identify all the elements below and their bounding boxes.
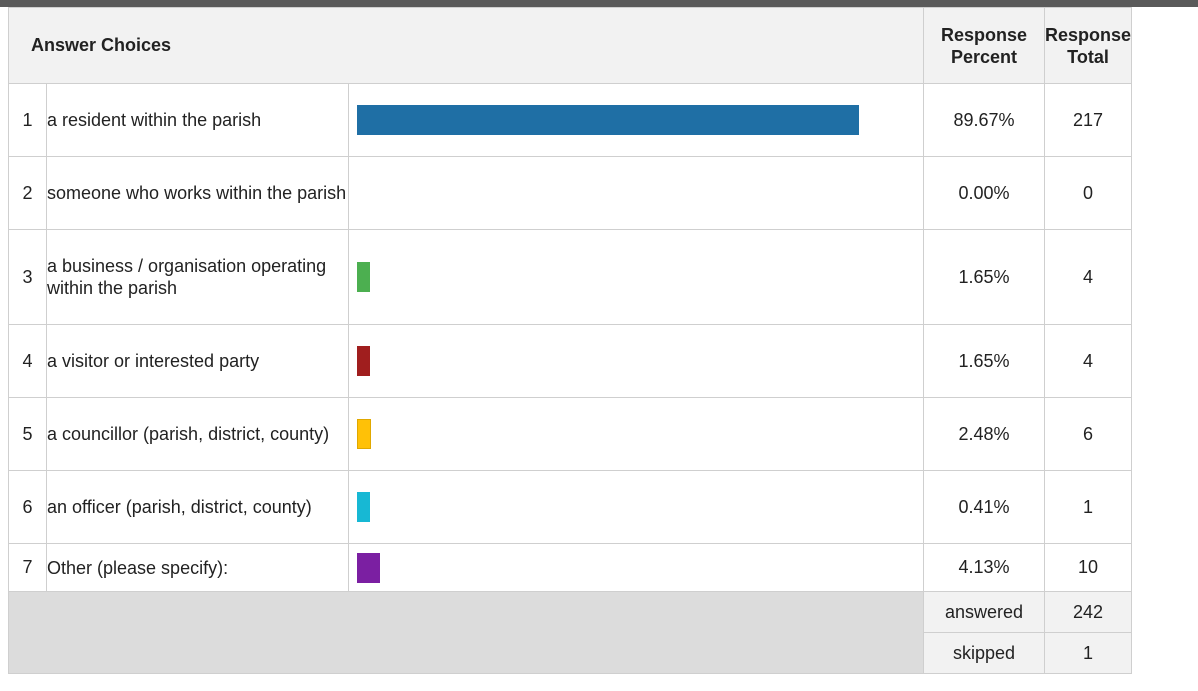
- skipped-row: skipped 1: [9, 632, 1133, 674]
- response-percent: 0.00%: [923, 156, 1045, 230]
- bar: [357, 262, 370, 292]
- response-total: 10: [1043, 543, 1133, 592]
- response-percent-header: Response Percent: [923, 7, 1045, 84]
- answer-choice-label: Other (please specify):: [46, 543, 349, 592]
- bar-cell: [348, 543, 924, 592]
- answered-label: answered: [923, 591, 1045, 633]
- answer-choice-label: someone who works within the parish: [46, 156, 349, 230]
- row-number: 4: [8, 324, 47, 398]
- bar: [357, 105, 859, 135]
- top-border: [0, 0, 1198, 7]
- skipped-value: 1: [1043, 632, 1133, 674]
- bar: [357, 492, 370, 522]
- bar: [357, 346, 370, 376]
- response-percent: 1.65%: [923, 324, 1045, 398]
- bar-cell: [348, 229, 924, 325]
- answer-choice-label: a councillor (parish, district, county): [46, 397, 349, 471]
- bar-cell: [348, 470, 924, 544]
- response-total: 0: [1043, 156, 1133, 230]
- footer-spacer: [8, 591, 924, 674]
- response-percent: 89.67%: [923, 83, 1045, 157]
- table-row: 7 Other (please specify): 4.13% 10: [8, 543, 1133, 592]
- response-total: 217: [1043, 83, 1133, 157]
- response-percent: 2.48%: [923, 397, 1045, 471]
- bar-cell: [348, 156, 924, 230]
- table-row: 6 an officer (parish, district, county) 0.…: [8, 470, 1133, 544]
- response-percent: 4.13%: [923, 543, 1045, 592]
- response-total: 4: [1043, 324, 1133, 398]
- answer-choice-label: an officer (parish, district, county): [46, 470, 349, 544]
- answer-choice-label: a business / organisation operating with…: [46, 229, 349, 325]
- bar-cell: [348, 397, 924, 471]
- skipped-label: skipped: [923, 632, 1045, 674]
- row-number: 2: [8, 156, 47, 230]
- bar-cell: [348, 324, 924, 398]
- bar: [357, 552, 380, 583]
- answer-choice-label: a resident within the parish: [46, 83, 349, 157]
- row-number: 7: [8, 543, 47, 592]
- row-number: 6: [8, 470, 47, 544]
- response-percent: 0.41%: [923, 470, 1045, 544]
- bar-cell: [348, 83, 924, 157]
- response-percent: 1.65%: [923, 229, 1045, 325]
- bar: [357, 419, 371, 449]
- response-total: 4: [1043, 229, 1133, 325]
- row-number: 1: [8, 83, 47, 157]
- row-number: 5: [8, 397, 47, 471]
- answered-row: answered 242: [8, 591, 1133, 674]
- response-total: 6: [1043, 397, 1133, 471]
- row-number: 3: [8, 229, 47, 325]
- answered-value: 242: [1043, 591, 1133, 633]
- response-total-header: Response Total: [1043, 7, 1133, 84]
- answer-choice-label: a visitor or interested party: [46, 324, 349, 398]
- response-total: 1: [1043, 470, 1133, 544]
- answer-choices-header: Answer Choices: [8, 7, 924, 84]
- survey-results-table: Answer Choices Response Percent Response…: [8, 7, 1133, 674]
- table-header-row: Answer Choices Response Percent Response…: [8, 7, 1133, 84]
- table-row: 2 someone who works within the parish 0.00…: [8, 156, 1133, 230]
